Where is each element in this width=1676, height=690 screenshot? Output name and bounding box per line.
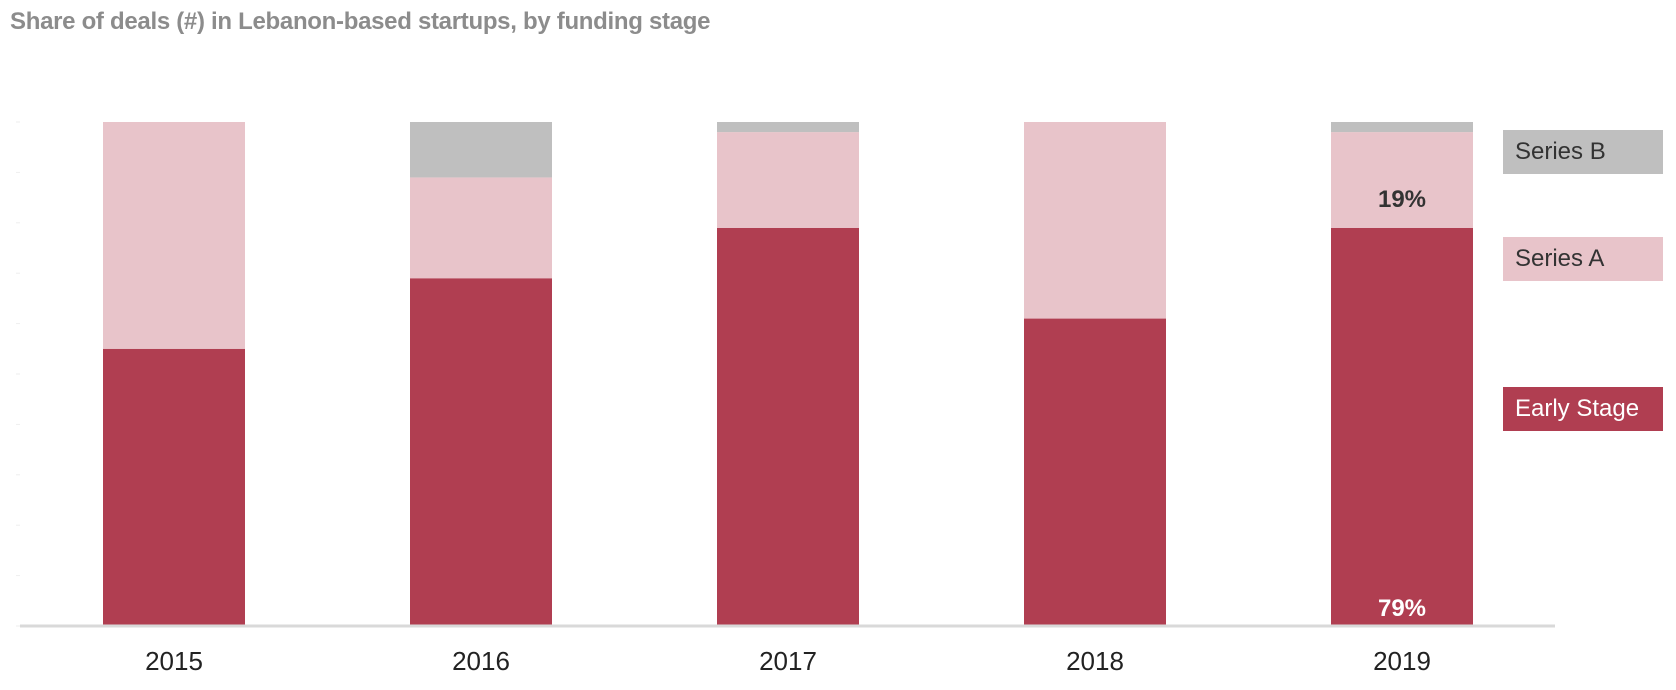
x-tick-label: 2018 [1066, 646, 1124, 676]
bar-series-b-2016 [410, 122, 552, 178]
bars-layer [103, 122, 1473, 626]
legend-series-b: Series B [1503, 130, 1663, 174]
data-labels: 19% 79% [1378, 186, 1426, 622]
bar-early-stage-2015 [103, 348, 245, 626]
y-axis-ticks [16, 121, 20, 627]
bar-early-stage-2016 [410, 278, 552, 626]
bar-series-a-2019 [1331, 132, 1473, 228]
bar-early-stage-2018 [1024, 318, 1166, 626]
bar-series-a-2017 [717, 132, 859, 228]
chart-title: Share of deals (#) in Lebanon-based star… [10, 8, 711, 35]
legend-series-a: Series A [1503, 237, 1663, 281]
x-axis-labels: 2015 2016 2017 2018 2019 [145, 646, 1431, 676]
data-label-early-stage-2019: 79% [1378, 595, 1426, 622]
bar-series-a-2018 [1024, 122, 1166, 319]
x-tick-label: 2017 [759, 646, 817, 676]
bar-early-stage-2019 [1331, 227, 1473, 626]
data-label-series-a-2019: 19% [1378, 186, 1426, 213]
bar-series-a-2016 [410, 177, 552, 279]
bar-series-a-2015 [103, 122, 245, 349]
bar-series-b-2019 [1331, 122, 1473, 133]
legend-early-stage: Early Stage [1503, 387, 1663, 431]
x-tick-label: 2015 [145, 646, 203, 676]
x-tick-label: 2019 [1373, 646, 1431, 676]
x-tick-label: 2016 [452, 646, 510, 676]
bar-series-b-2017 [717, 122, 859, 133]
bar-early-stage-2017 [717, 227, 859, 626]
